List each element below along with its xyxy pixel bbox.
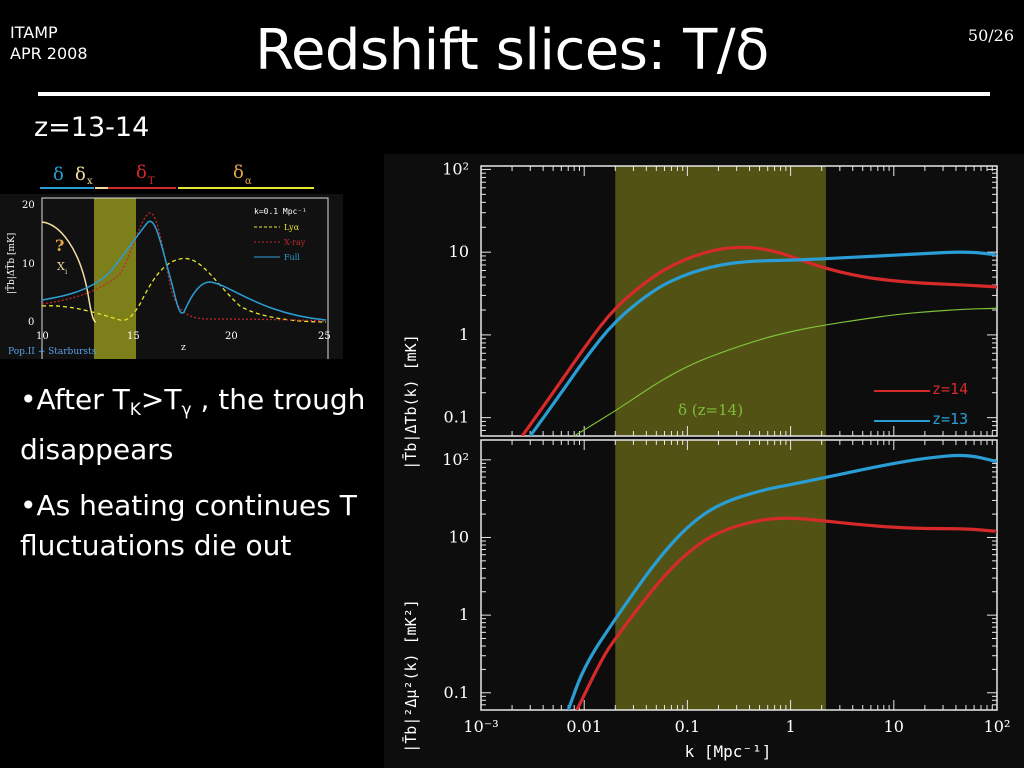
subscript: γ — [181, 400, 192, 420]
inset-xi-curve — [41, 221, 97, 323]
inset-xtick: 10 — [36, 331, 49, 342]
series-line-z13 — [566, 453, 997, 710]
bottom-ylabel: |T̄b|²Δμ²(k) [mK²] — [401, 599, 420, 753]
bullet-text: •After T — [20, 383, 130, 416]
x-tick-label: 10⁻³ — [463, 717, 498, 736]
y-tick-label: 0.1 — [444, 683, 469, 702]
bottom-panel: 10² 10 1 0.1 10⁻³ 0.01 0.1 1 10 10² — [442, 439, 1011, 736]
bullet-text: >T — [140, 383, 182, 416]
delta-series-line — [573, 307, 997, 436]
title-divider — [38, 92, 990, 96]
y-tick-label: 10 — [449, 242, 469, 261]
x-tick-label: 10 — [884, 717, 904, 736]
inset-ytick: 20 — [22, 200, 35, 211]
legend-z14: z=14 — [932, 380, 968, 398]
bullet-text: , the trough disappears — [20, 383, 366, 466]
series-line-z14 — [520, 245, 997, 436]
highlight-band — [615, 166, 826, 436]
series-line-z14 — [575, 516, 997, 710]
redshift-range: z=13-14 — [34, 112, 150, 143]
x-tick-label: 0.1 — [675, 717, 700, 736]
delta-x-sub: x — [87, 176, 93, 187]
y-tick-label: 10 — [449, 527, 469, 546]
event-date: APR 2008 — [10, 44, 88, 63]
inset-xray-curve — [41, 212, 327, 322]
inset-ytick: 10 — [22, 259, 35, 270]
inset-xtick: 25 — [318, 331, 331, 342]
event-label: ITAMP APR 2008 — [10, 22, 88, 64]
bullet-item: •After TK>Tγ , the trough disappears — [20, 380, 370, 470]
inset-legend-full: Full — [284, 253, 300, 262]
inset-figure: δ δ x δ T δ α 20 10 0 10 15 20 25 z |T̄b… — [0, 154, 343, 359]
x-tick-label: 0.01 — [566, 717, 602, 736]
delta-label: δ — [53, 164, 64, 185]
y-tick-label: 1 — [459, 325, 469, 344]
x-tick-label: 10² — [984, 717, 1011, 736]
inset-ylabel: |T̄b|Δ̄T̄b [mK] — [5, 233, 17, 294]
delta-t-sub: T — [148, 176, 155, 187]
page-number: 50/26 — [967, 26, 1014, 45]
inset-xi-sub: i — [65, 268, 68, 276]
series-line-z13 — [528, 250, 997, 436]
y-tick-label: 0.1 — [444, 408, 469, 427]
inset-xlabel: z — [181, 343, 186, 353]
y-tick-label: 10² — [442, 159, 469, 178]
inset-plot-frame — [41, 197, 329, 359]
bullet-list: •After TK>Tγ , the trough disappears •As… — [20, 380, 370, 582]
subscript: K — [129, 400, 141, 420]
inset-ytick: 0 — [28, 317, 34, 328]
inset-footer: Pop.II + Starbursts — [8, 347, 97, 357]
delta-x-label: δ — [75, 164, 86, 185]
x-axis-label: k [Mpc⁻¹] — [685, 742, 772, 761]
inset-plot-bg — [0, 194, 343, 359]
y-tick-label: 10² — [442, 450, 469, 469]
inset-legend-lya: Lyα — [284, 223, 300, 232]
inset-question-mark: ? — [55, 236, 64, 255]
slide-title: Redshift slices: T/δ — [255, 18, 769, 83]
delta-alpha-sub: α — [245, 176, 252, 187]
event-name: ITAMP — [10, 23, 58, 42]
inset-legend-k: k=0.1 Mpc⁻¹ — [254, 207, 307, 216]
plot-frame — [480, 165, 998, 437]
delta-curve-label: δ (z=14) — [678, 401, 743, 419]
top-ylabel: |T̄b|Δ̄Tb(k) [mK] — [401, 334, 420, 469]
delta-t-label: δ — [136, 162, 147, 183]
power-spectrum-figure: 10² 10 1 0.1 10² 10 1 0.1 10⁻³ 0.01 0.1 1 10 10² |T̄… — [384, 154, 1024, 768]
legend-z13: z=13 — [932, 410, 968, 428]
top-panel: 10² 10 1 0.1 — [442, 159, 998, 437]
inset-xtick: 15 — [127, 331, 140, 342]
inset-xi-label: X — [57, 260, 65, 273]
y-tick-label: 1 — [459, 605, 469, 624]
inset-xtick: 20 — [225, 331, 238, 342]
x-tick-label: 1 — [786, 717, 796, 736]
delta-alpha-label: δ — [233, 162, 244, 183]
inset-legend-xray: X-ray — [284, 238, 306, 247]
bullet-item: •As heating continues T fluctuations die… — [20, 489, 357, 562]
inset-lya-curve — [41, 257, 327, 323]
plot-frame — [480, 439, 998, 711]
inset-full-curve — [41, 220, 327, 321]
